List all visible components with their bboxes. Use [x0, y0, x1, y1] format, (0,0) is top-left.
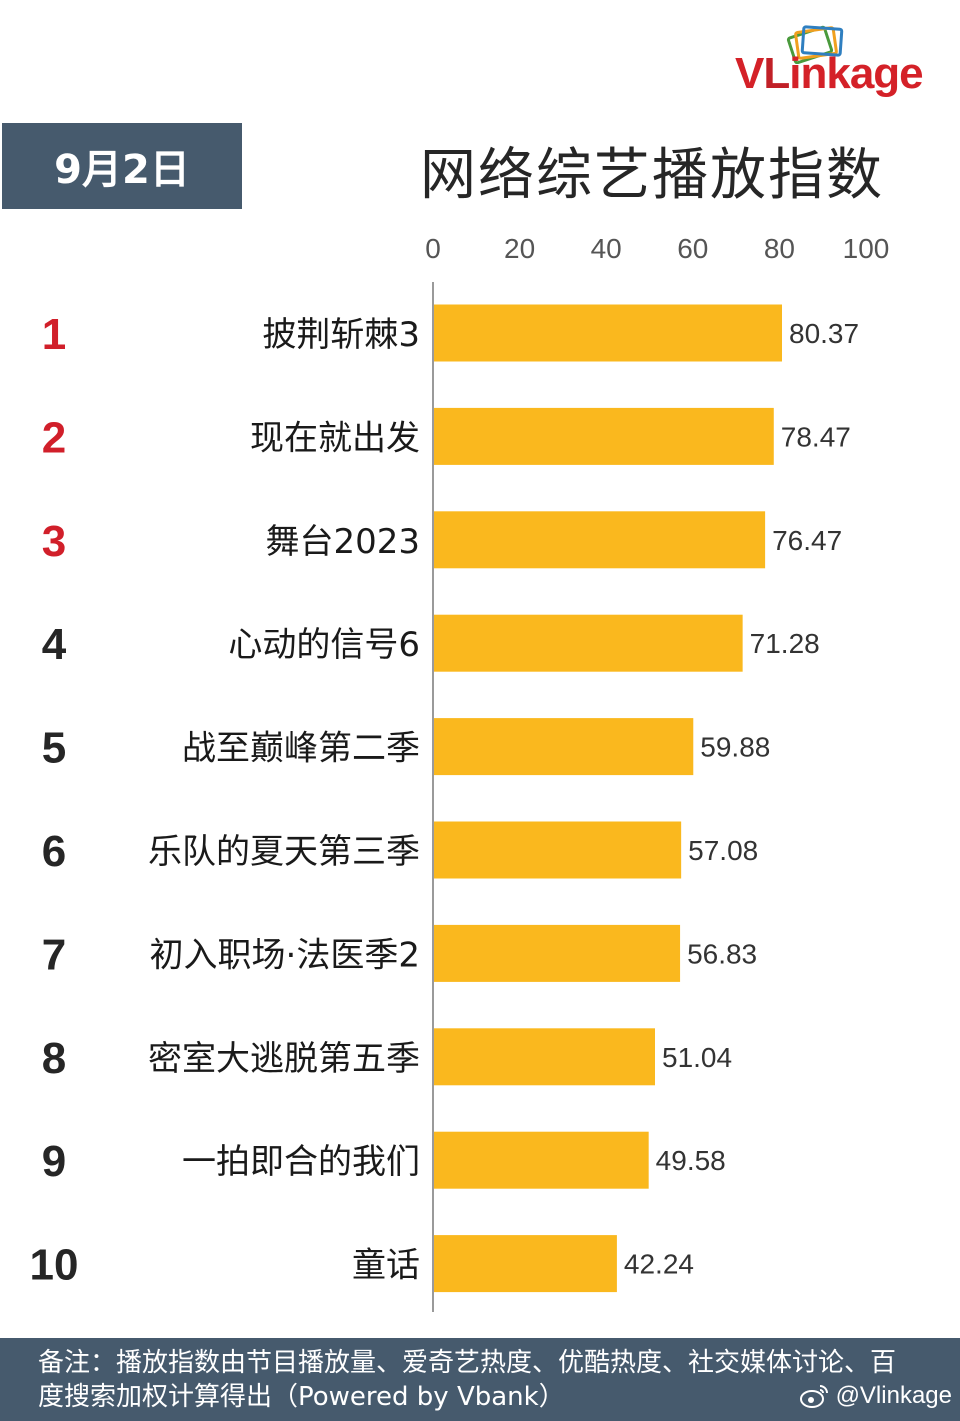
rank-number: 4 [42, 620, 67, 669]
rank-number: 7 [42, 930, 66, 979]
value-label: 51.04 [662, 1042, 732, 1073]
logo-cards-icon [786, 25, 844, 64]
category-label: 密室大逃脱第五季 [148, 1039, 420, 1079]
vlinkage-logo: VLinkage [735, 20, 955, 110]
footer-note: 备注：播放指数由节目播放量、爱奇艺热度、优酷热度、社交媒体讨论、百度搜索加权计算… [38, 1348, 897, 1412]
value-label: 76.47 [772, 525, 842, 556]
rank-number: 5 [42, 724, 66, 773]
logo-wordmark: VLinkage [735, 49, 924, 98]
category-label: 战至巅峰第二季 [182, 729, 420, 769]
bar [434, 304, 783, 362]
chart-title: 网络综艺播放指数 [420, 143, 884, 208]
rank-number: 3 [42, 517, 66, 566]
bar-chart: 0 20 40 60 80 100 80.37 披荆斩棘3 1 78.47 现在就出发 2 76.47 舞… [30, 233, 890, 1312]
category-label: 初入职场·法医季2 [150, 935, 420, 975]
value-label: 71.28 [750, 628, 820, 659]
rank-number: 10 [30, 1241, 79, 1290]
weibo-handle-text: @Vlinkage [835, 1382, 952, 1409]
bar [434, 924, 681, 982]
weibo-handle[interactable]: @Vlinkage [799, 1382, 952, 1410]
value-label: 78.47 [781, 421, 851, 452]
bar [434, 1028, 656, 1086]
x-tick-label: 60 [677, 233, 708, 264]
x-tick-label: 100 [843, 233, 890, 264]
bar [434, 718, 694, 776]
value-label: 56.83 [687, 938, 757, 969]
date-badge: 9月2日 [2, 123, 242, 209]
x-tick-label: 80 [764, 233, 795, 264]
category-label: 乐队的夏天第三季 [148, 832, 420, 872]
category-label: 一拍即合的我们 [182, 1142, 420, 1182]
x-tick-label: 20 [504, 233, 535, 264]
rank-number: 8 [42, 1034, 66, 1083]
bar [434, 614, 743, 672]
bar [434, 1235, 617, 1293]
x-tick-label: 0 [425, 233, 441, 264]
bar [434, 821, 682, 879]
x-tick-label: 40 [591, 233, 622, 264]
value-label: 59.88 [700, 732, 770, 763]
value-label: 80.37 [789, 318, 859, 349]
value-label: 57.08 [688, 835, 758, 866]
category-label: 心动的信号6 [228, 625, 420, 665]
rank-number: 9 [42, 1137, 66, 1186]
category-label: 披荆斩棘3 [262, 315, 420, 355]
value-label: 42.24 [624, 1249, 694, 1280]
value-label: 49.58 [656, 1145, 726, 1176]
rank-number: 2 [42, 413, 66, 462]
category-label: 童话 [352, 1246, 420, 1286]
bar [434, 511, 766, 569]
footer-bar: 备注：播放指数由节目播放量、爱奇艺热度、优酷热度、社交媒体讨论、百度搜索加权计算… [0, 1338, 960, 1421]
category-label: 现在就出发 [250, 418, 420, 458]
category-label: 舞台2023 [265, 522, 420, 562]
rank-number: 1 [42, 310, 66, 359]
bar [434, 1131, 649, 1189]
weibo-icon [799, 1385, 828, 1408]
bar [434, 407, 774, 465]
rank-number: 6 [42, 827, 66, 876]
